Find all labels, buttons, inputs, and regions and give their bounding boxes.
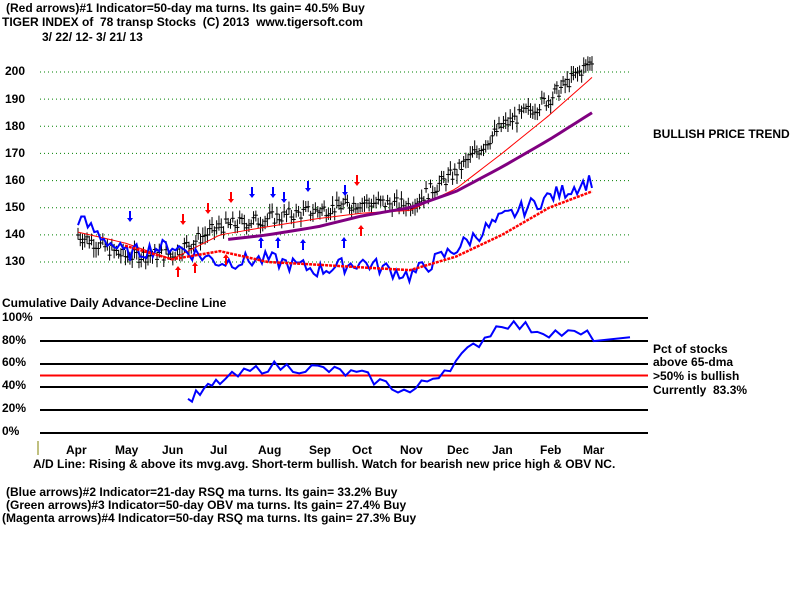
price-y-tick: 200: [5, 64, 26, 78]
month-label: Dec: [447, 443, 470, 457]
date-range: 3/ 22/ 12- 3/ 21/ 13: [42, 30, 143, 44]
legend-line-2: above 65-dma: [653, 355, 734, 369]
price-y-tick: 170: [5, 146, 26, 160]
month-label: Jun: [162, 443, 184, 457]
indicator-lines: [77, 77, 593, 286]
month-label: Oct: [352, 443, 373, 457]
month-label: Apr: [66, 443, 87, 457]
legend-line-3: >50% is bullish: [653, 369, 740, 383]
ad-line-commentary: A/D Line: Rising & above its mvg.avg. Sh…: [33, 457, 616, 471]
indicator-3-text: (Green arrows)#3 Indicator=50-day OBV ma…: [6, 498, 407, 512]
price-y-tick: 180: [5, 119, 26, 133]
price-gridlines: [40, 71, 632, 263]
indicator-1-text: (Red arrows)#1 Indicator=50-day ma turns…: [6, 1, 365, 15]
legend-line-1: Pct of stocks: [653, 342, 728, 356]
price-y-tick: 150: [5, 200, 26, 214]
indicator-4-text: (Magenta arrows)#4 Indicator=50-day RSQ …: [2, 511, 417, 525]
month-label: Mar: [583, 443, 605, 457]
month-label: Jul: [210, 443, 228, 457]
breadth-y-tick: 60%: [2, 355, 27, 369]
breadth-y-tick: 40%: [2, 378, 27, 392]
month-label: May: [115, 443, 139, 457]
price-y-tick: 140: [5, 227, 26, 241]
month-label: Aug: [258, 443, 282, 457]
trend-label: BULLISH PRICE TREND: [653, 127, 790, 141]
price-y-tick: 190: [5, 92, 26, 106]
breadth-y-tick: 0%: [2, 424, 20, 438]
price-y-tick: 160: [5, 173, 26, 187]
price-bars: [76, 56, 594, 270]
month-label: Nov: [400, 443, 423, 457]
breadth-y-tick: 80%: [2, 333, 27, 347]
chart-title: TIGER INDEX of 78 transp Stocks (C) 2013…: [2, 15, 363, 29]
signal-arrows: [127, 175, 364, 277]
breadth-title: Cumulative Daily Advance-Decline Line: [2, 296, 227, 310]
month-label: Feb: [540, 443, 562, 457]
breadth-y-tick: 100%: [2, 310, 33, 324]
breadth-y-tick: 20%: [2, 401, 27, 415]
legend-line-4: Currently 83.3%: [653, 383, 748, 397]
indicator-2-text: (Blue arrows)#2 Indicator=21-day RSQ ma …: [6, 485, 398, 499]
breadth-panel: [37, 317, 648, 455]
price-y-tick: 130: [5, 254, 26, 268]
month-label: Jan: [492, 443, 513, 457]
month-label: Sep: [309, 443, 332, 457]
